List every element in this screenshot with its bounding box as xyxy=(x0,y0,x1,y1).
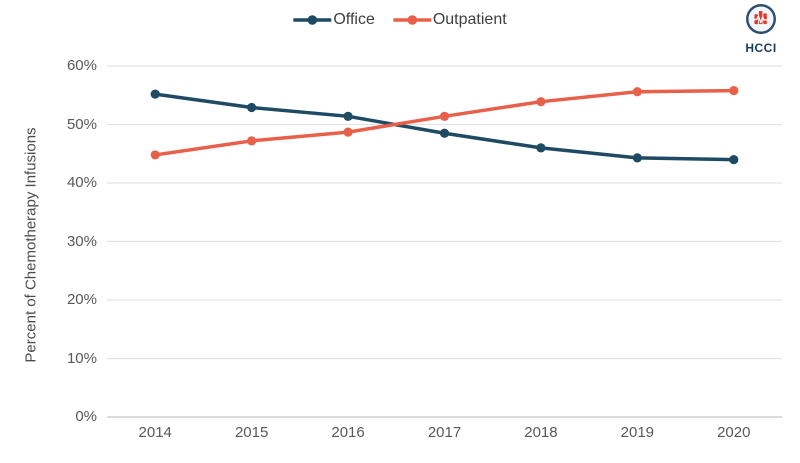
x-tick-label: 2019 xyxy=(620,424,655,441)
data-point-office-2019 xyxy=(632,153,642,163)
y-tick-label: 40% xyxy=(66,174,97,191)
y-tick-label: 30% xyxy=(66,232,97,250)
y-tick-label: 20% xyxy=(66,291,97,308)
x-tick-label: 2017 xyxy=(427,424,462,441)
legend-label-outpatient: Outpatient xyxy=(432,11,507,28)
data-point-outpatient-2015 xyxy=(247,136,257,146)
data-point-office-2020 xyxy=(729,155,739,165)
legend-item-office: Office xyxy=(293,10,375,30)
outpatient-line-marker-icon xyxy=(392,15,431,25)
data-point-outpatient-2019 xyxy=(632,87,642,97)
data-point-office-2018 xyxy=(536,143,546,153)
data-point-outpatient-2020 xyxy=(729,85,739,96)
line-series-outpatient xyxy=(153,88,736,157)
hcci-logo-icon xyxy=(746,4,776,34)
x-tick-label: 2014 xyxy=(138,424,172,441)
data-point-outpatient-2016 xyxy=(343,127,353,137)
data-point-office-2016 xyxy=(343,111,353,121)
y-tick-label: 0% xyxy=(75,408,97,425)
x-tick-label: 2016 xyxy=(331,424,365,441)
legend-label-office: Office xyxy=(333,11,375,28)
data-point-office-2015 xyxy=(247,102,257,113)
y-tick-label: 50% xyxy=(66,115,97,133)
data-point-outpatient-2018 xyxy=(536,97,546,107)
data-point-office-2017 xyxy=(439,128,450,138)
legend-item-outpatient: Outpatient xyxy=(392,10,507,30)
data-point-outpatient-2014 xyxy=(150,150,160,160)
hcci-logo: HCCI xyxy=(735,3,787,55)
y-tick-label: 10% xyxy=(66,349,97,367)
hcci-logo-text: HCCI xyxy=(745,41,777,55)
x-tick-label: 2018 xyxy=(524,424,558,441)
office-line-marker-icon xyxy=(293,15,332,25)
y-tick-label: 60% xyxy=(66,57,97,74)
data-point-office-2014 xyxy=(150,89,160,99)
line-series-office xyxy=(153,92,736,162)
chart-legend: Office Outpatient xyxy=(293,10,507,30)
x-tick-label: 2020 xyxy=(717,424,751,441)
data-point-outpatient-2017 xyxy=(439,111,450,121)
x-tick-label: 2015 xyxy=(234,424,269,441)
